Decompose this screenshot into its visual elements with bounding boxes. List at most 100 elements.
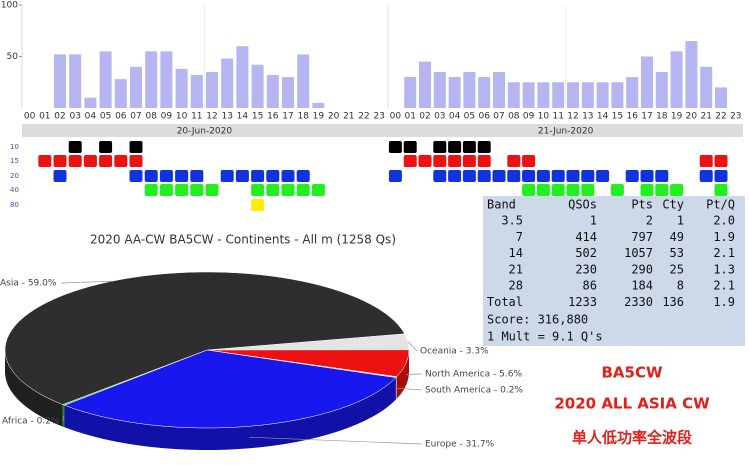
bar: [130, 66, 142, 108]
x-tick-label: 01: [39, 112, 50, 122]
activity-cell: [114, 155, 128, 167]
activity-cell: [190, 184, 204, 196]
pie-side: [396, 350, 409, 399]
activity-cell: [159, 184, 173, 196]
activity-cell: [507, 155, 521, 167]
activity-cell: [281, 170, 295, 182]
activity-cell: [175, 170, 189, 182]
bar: [282, 77, 294, 108]
table-cell: 8: [677, 279, 684, 293]
x-tick-label: 21: [343, 112, 354, 122]
table-panel: [483, 196, 745, 346]
bar: [626, 77, 639, 108]
x-tick-label: 13: [582, 112, 593, 122]
activity-cell: [266, 170, 280, 182]
table-cell: 1: [677, 214, 684, 228]
table-cell: 2.1: [713, 279, 735, 293]
x-tick-label: 12: [206, 112, 217, 122]
pie-label: Asia - 59.0%: [0, 279, 57, 289]
activity-cell: [433, 155, 447, 167]
activity-cell: [144, 184, 158, 196]
pie-label: North America - 5.6%: [425, 370, 522, 380]
activity-cell: [129, 170, 143, 182]
activity-cell: [462, 141, 476, 153]
pie-side: [62, 404, 65, 428]
x-tick-label: 13: [221, 112, 232, 122]
pie-title: 2020 AA-CW BA5CW - Continents - All m (1…: [90, 233, 396, 247]
activity-cell: [99, 155, 113, 167]
table-cell: 2.0: [713, 214, 735, 228]
table-cell: 28: [509, 279, 523, 293]
bar: [670, 51, 683, 108]
table-note: Score: 316,880: [487, 313, 588, 327]
x-tick-label: 20: [328, 112, 340, 122]
activity-cell: [220, 170, 234, 182]
activity-cell: [536, 170, 550, 182]
x-tick-label: 18: [656, 112, 668, 122]
date-label: 21-Jun-2020: [538, 127, 594, 137]
activity-cell: [433, 141, 447, 153]
activity-cell: [388, 170, 402, 182]
x-tick-label: 07: [130, 112, 141, 122]
x-tick-label: 17: [641, 112, 652, 122]
activity-cell: [235, 170, 249, 182]
activity-cell: [507, 170, 521, 182]
bar: [596, 82, 609, 108]
x-tick-label: 22: [358, 112, 369, 122]
activity-cell: [522, 170, 536, 182]
x-tick-label: 06: [478, 112, 490, 122]
activity-cell: [129, 155, 143, 167]
x-tick-label: 01: [404, 112, 415, 122]
x-tick-label: 06: [115, 112, 127, 122]
table-header: Pt/Q: [706, 198, 735, 212]
activity-cell: [610, 184, 624, 196]
table-header: QSOs: [568, 198, 597, 212]
bar: [522, 82, 535, 108]
activity-cell: [266, 184, 280, 196]
bar: [700, 66, 713, 108]
activity-cell: [159, 170, 173, 182]
x-tick-label: 10: [176, 112, 188, 122]
bar: [297, 54, 310, 108]
bar: [433, 71, 446, 108]
table-cell: 1.9: [713, 230, 735, 244]
table-cell: 21: [509, 262, 523, 276]
x-tick-label: 12: [567, 112, 578, 122]
activity-cell: [251, 184, 265, 196]
bar: [641, 56, 653, 108]
leader-line: [396, 387, 423, 391]
activity-cell: [448, 141, 462, 153]
table-cell: 2: [646, 214, 653, 228]
x-tick-label: 08: [508, 112, 520, 122]
pie-side: [5, 350, 63, 427]
x-tick-label: 15: [612, 112, 623, 122]
activity-cell: [83, 155, 97, 167]
bar: [685, 41, 698, 108]
y-tick-label: 50: [7, 52, 19, 62]
activity-cell: [566, 184, 580, 196]
x-tick-label: 11: [552, 112, 563, 122]
bar: [251, 64, 264, 108]
activity-cell: [699, 155, 713, 167]
activity-cell: [596, 170, 610, 182]
pie-label: South America - 0.2%: [425, 386, 523, 396]
caption: BA5CW: [601, 364, 662, 382]
activity-cell: [477, 141, 491, 153]
x-tick-label: 03: [69, 112, 80, 122]
x-tick-label: 23: [730, 112, 741, 122]
x-tick-label: 04: [85, 112, 97, 122]
bar: [221, 58, 234, 108]
table-cell: 184: [631, 279, 653, 293]
table-header: Band: [487, 198, 516, 212]
table-cell: 25: [670, 262, 684, 276]
pie-label: Africa - 0.2%: [2, 417, 60, 427]
bar: [552, 82, 565, 108]
bar: [145, 51, 158, 108]
activity-cell: [296, 170, 310, 182]
activity-cell: [205, 184, 219, 196]
table-header: Cty: [662, 198, 684, 212]
caption: 2020 ALL ASIA CW: [554, 395, 710, 413]
leader-line: [407, 341, 418, 352]
activity-cell: [566, 170, 580, 182]
activity-cell: [296, 184, 310, 196]
